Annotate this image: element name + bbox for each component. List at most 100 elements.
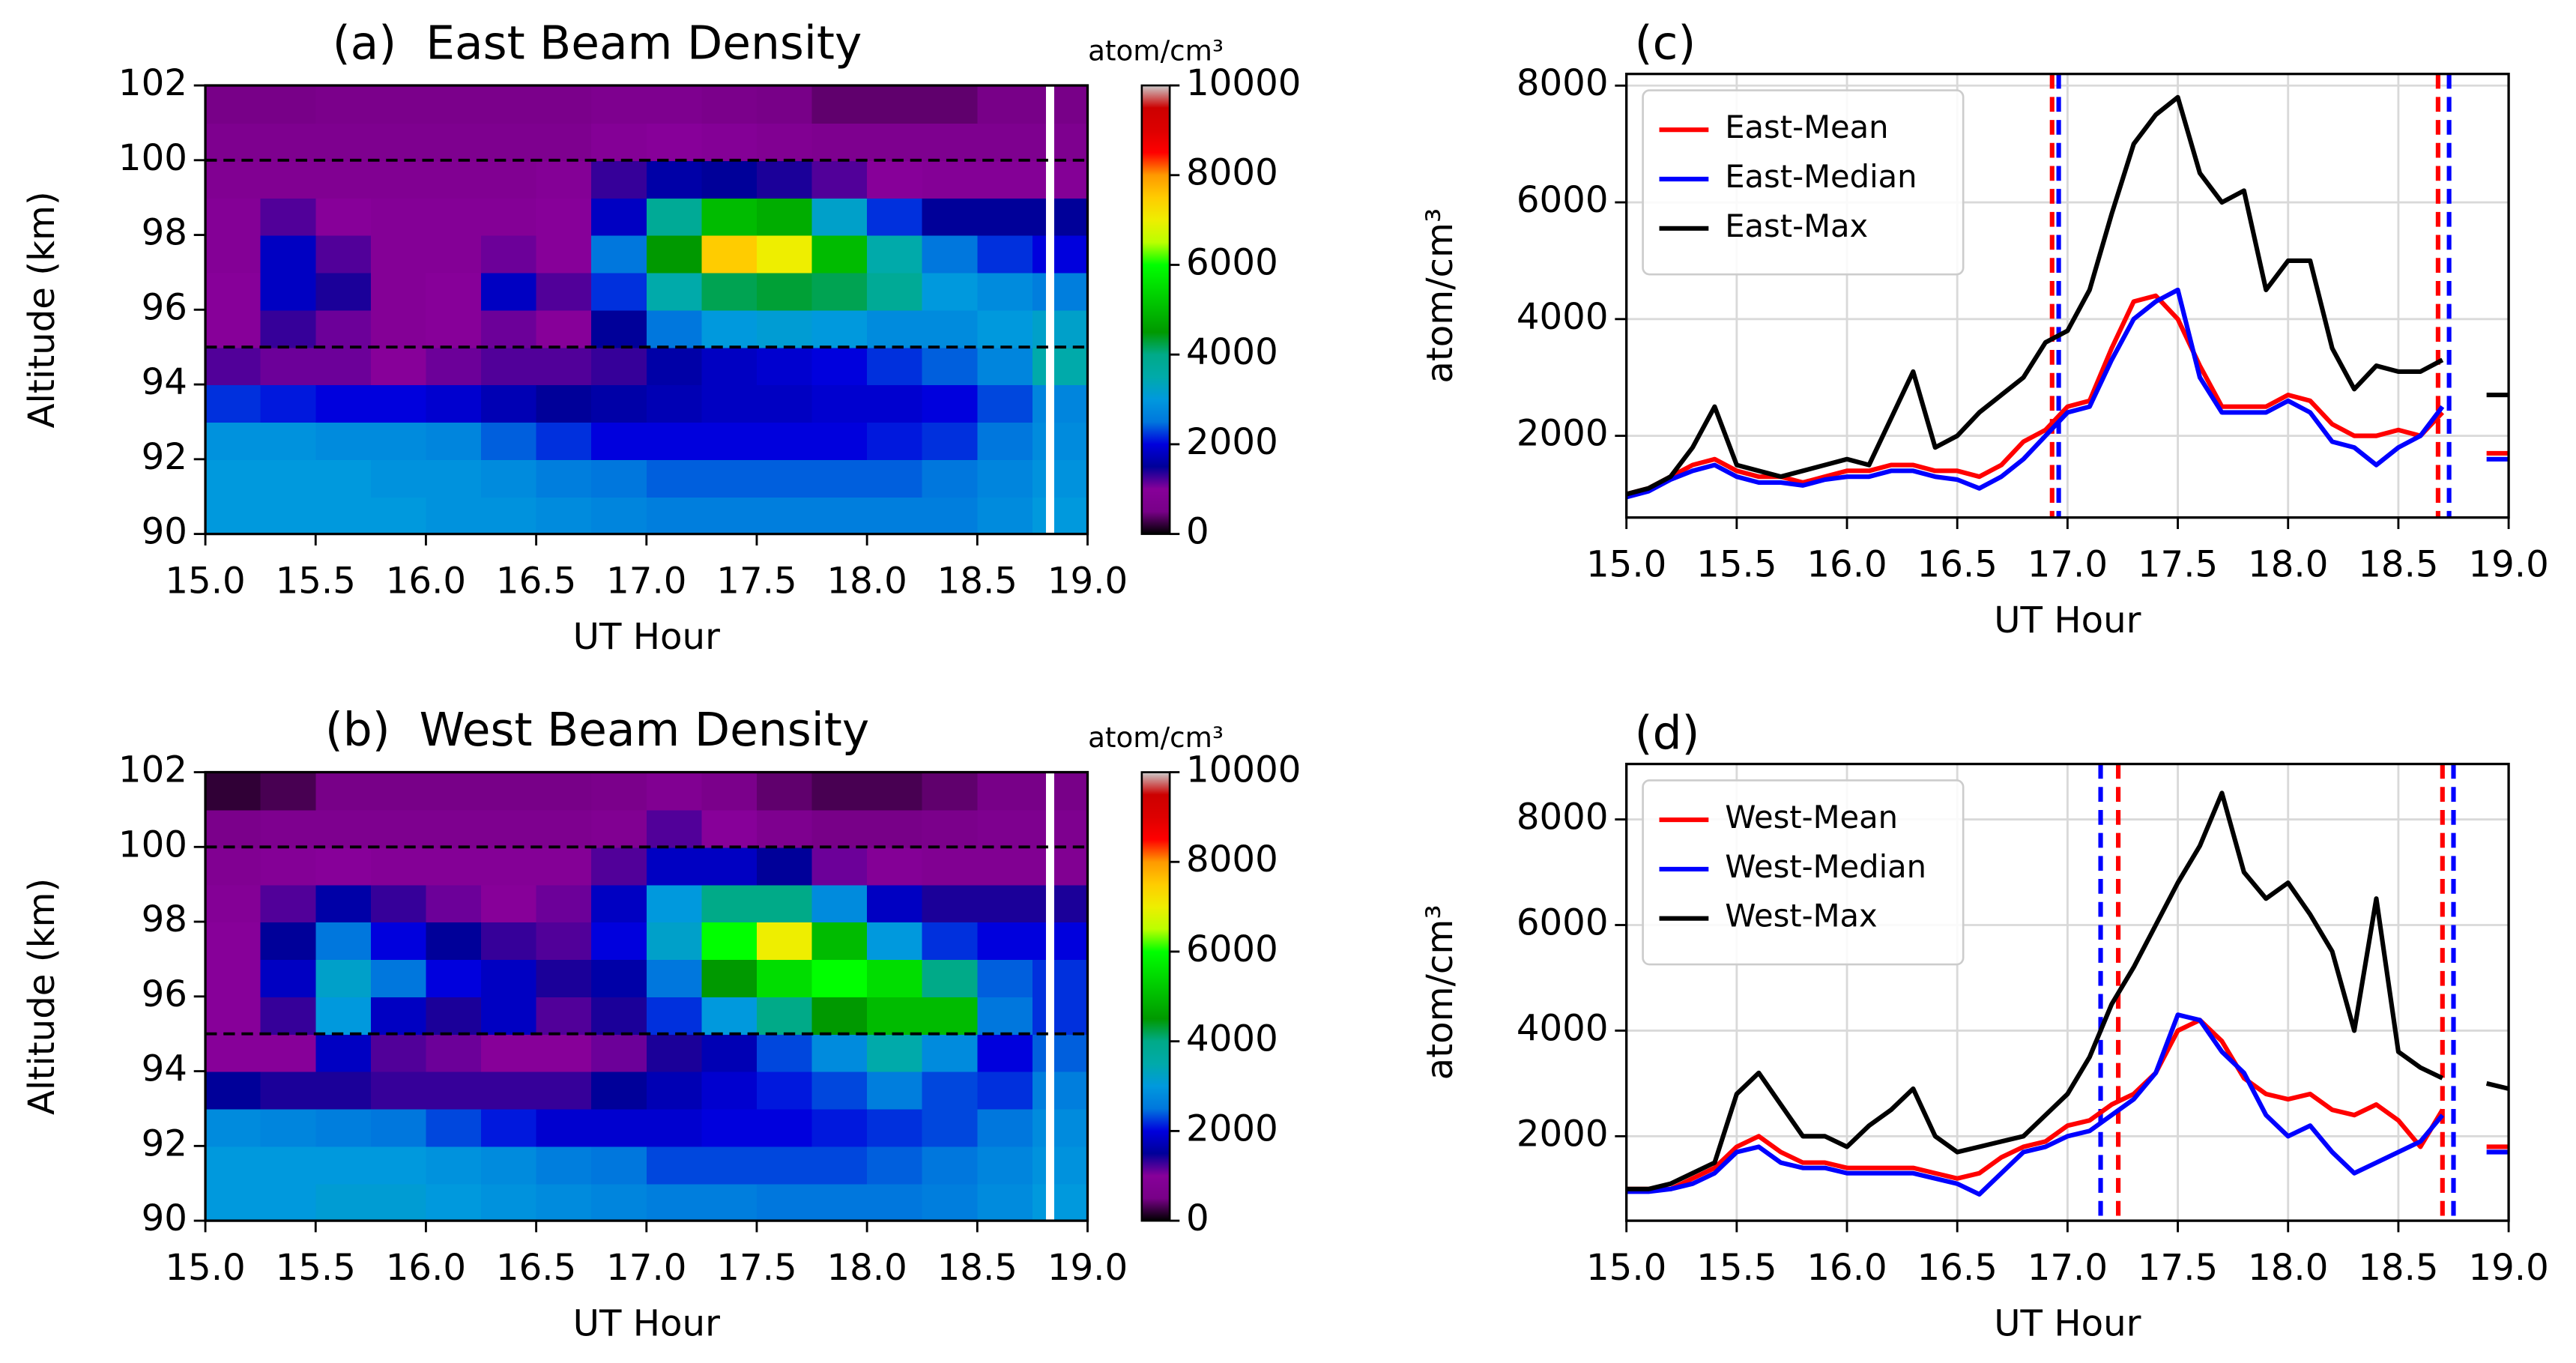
heatmap-cell xyxy=(370,772,427,811)
heatmap-cell xyxy=(646,384,703,423)
heatmap-cell xyxy=(1032,772,1089,811)
heatmap-cell xyxy=(370,1071,427,1110)
heatmap-cell xyxy=(646,496,703,535)
heatmap-cell xyxy=(481,1146,537,1185)
heatmap-cell xyxy=(922,1033,979,1072)
series-line xyxy=(1626,1012,2509,1197)
heatmap-cell xyxy=(481,1033,537,1072)
x-tick-label: 17.5 xyxy=(716,1247,796,1289)
heatmap-cell xyxy=(977,1108,1034,1147)
heatmap-cell xyxy=(370,996,427,1035)
heatmap-cell xyxy=(481,197,537,236)
heatmap-cell xyxy=(315,1146,372,1185)
heatmap-cell xyxy=(867,160,923,199)
chart-title: (c) xyxy=(1635,16,1696,70)
heatmap-cell xyxy=(1032,160,1089,199)
heatmap-cell xyxy=(867,847,923,886)
heatmap-cell xyxy=(205,809,261,848)
heatmap-cell xyxy=(205,309,261,348)
heatmap-cell xyxy=(922,1108,979,1147)
heatmap-cell xyxy=(536,496,593,535)
heatmap-cell xyxy=(591,884,647,923)
heatmap-cell xyxy=(426,347,483,386)
series-line xyxy=(1625,94,2509,497)
heatmap-cell xyxy=(1032,847,1089,886)
heatmap-cell xyxy=(756,996,813,1035)
heatmap-cell xyxy=(756,421,813,460)
heatmap-cell xyxy=(701,922,758,961)
heatmap-cell xyxy=(260,772,317,811)
heatmap-cell xyxy=(1032,1183,1089,1222)
heatmap-cell xyxy=(756,1146,813,1185)
heatmap-cell xyxy=(646,160,703,199)
heatmap-cell xyxy=(701,884,758,923)
heatmap-cell xyxy=(481,922,537,961)
heatmap-cell xyxy=(701,459,758,498)
heatmap-cell xyxy=(922,496,979,535)
heatmap-cell xyxy=(426,1071,483,1110)
heatmap-cell xyxy=(977,85,1034,124)
heatmap-cell xyxy=(756,1108,813,1147)
x-axis-label: UT Hour xyxy=(1994,1302,2141,1344)
heatmap-cell xyxy=(591,847,647,886)
y-tick-label: 8000 xyxy=(1517,62,1609,104)
heatmap-cell xyxy=(1032,1108,1089,1147)
heatmap-cell xyxy=(370,122,427,161)
heatmap-cell xyxy=(701,272,758,311)
y-tick-label: 90 xyxy=(142,1197,187,1239)
x-tick-label: 19.0 xyxy=(2468,1247,2548,1289)
heatmap-cell xyxy=(1032,122,1089,161)
heatmap-cell xyxy=(536,996,593,1035)
heatmap-cell xyxy=(591,122,647,161)
heatmap-cell xyxy=(260,884,317,923)
heatmap-cell xyxy=(977,459,1034,498)
heatmap-cell xyxy=(811,772,868,811)
heatmap-cell xyxy=(481,496,537,535)
heatmap-cell xyxy=(205,85,261,124)
heatmap-cell xyxy=(426,384,483,423)
heatmap-cell xyxy=(315,459,372,498)
heatmap-cell xyxy=(756,85,813,124)
heatmap-cell xyxy=(205,272,261,311)
heatmap-cell xyxy=(536,122,593,161)
heatmap-cell xyxy=(536,347,593,386)
heatmap-cell xyxy=(922,1183,979,1222)
heatmap-cell xyxy=(260,85,317,124)
heatmap-cell xyxy=(977,122,1034,161)
heatmap-cell xyxy=(370,347,427,386)
heatmap-cell xyxy=(701,809,758,848)
heatmap-cell xyxy=(426,85,483,124)
heatmap-cell xyxy=(1032,1071,1089,1110)
heatmap-cell xyxy=(315,384,372,423)
heatmap-cell xyxy=(536,1071,593,1110)
x-tick-label: 19.0 xyxy=(2468,543,2548,585)
x-tick-label: 18.5 xyxy=(2358,543,2438,585)
heatmap-cell xyxy=(867,122,923,161)
heatmap-cell xyxy=(701,996,758,1035)
heatmap-cell xyxy=(260,1183,317,1222)
heatmap-cell xyxy=(315,85,372,124)
heatmap-cell xyxy=(701,309,758,348)
heatmap-cell xyxy=(977,197,1034,236)
heatmap-cell xyxy=(426,496,483,535)
heatmap-cell xyxy=(536,384,593,423)
heatmap-cell xyxy=(646,1108,703,1147)
heatmap-cell xyxy=(426,122,483,161)
x-tick-label: 18.0 xyxy=(2248,543,2328,585)
heatmap-cell xyxy=(536,272,593,311)
heatmap-cell xyxy=(260,1071,317,1110)
heatmap-cell xyxy=(922,235,979,273)
x-tick-label: 15.5 xyxy=(276,1247,356,1289)
heatmap-cell xyxy=(536,847,593,886)
heatmap-cell xyxy=(701,1108,758,1147)
heatmap-cell xyxy=(811,85,868,124)
heatmap-cell xyxy=(701,347,758,386)
heatmap-cell xyxy=(811,309,868,348)
heatmap-cell xyxy=(867,197,923,236)
heatmap-cell xyxy=(867,884,923,923)
heatmap-cell xyxy=(591,459,647,498)
heatmap-cell xyxy=(426,1146,483,1185)
legend-label: East-Mean xyxy=(1725,109,1888,145)
colorbar-tick-label: 2000 xyxy=(1186,1107,1278,1149)
colorbar-tick-label: 6000 xyxy=(1186,928,1278,970)
